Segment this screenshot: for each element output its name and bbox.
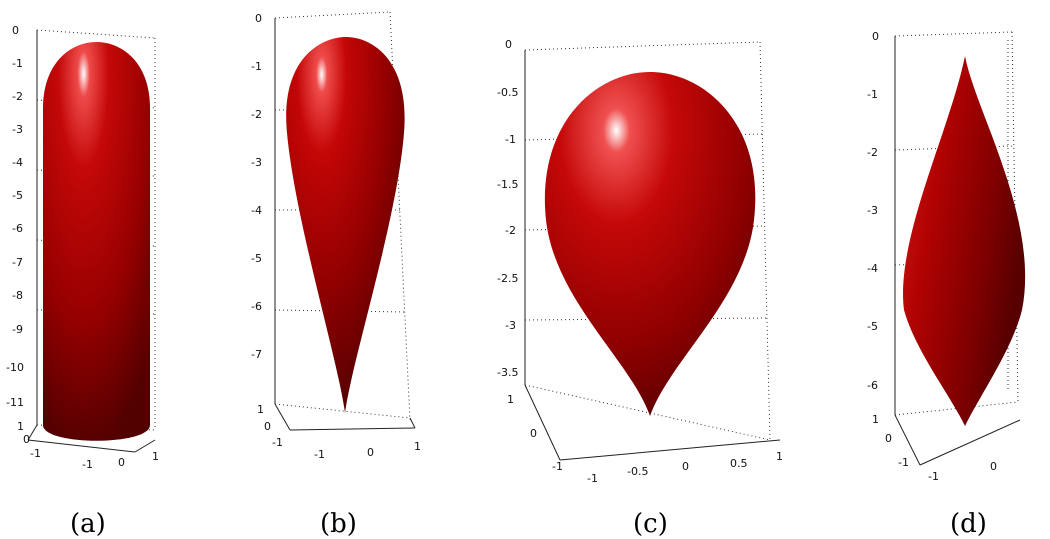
z-tick: -4 xyxy=(251,204,262,217)
y-tick: -1 xyxy=(30,447,41,460)
y-tick: -1 xyxy=(898,456,909,469)
z-tick: -6 xyxy=(867,379,878,392)
x-tick: -1 xyxy=(587,472,598,485)
z-tick: -3 xyxy=(867,204,878,217)
z-tick: -3 xyxy=(12,123,23,136)
x-tick: 1 xyxy=(414,440,421,453)
z-tick: -8 xyxy=(12,289,23,302)
y-tick: 1 xyxy=(507,393,514,406)
panel-b-shape xyxy=(286,37,405,413)
x-tick: -1 xyxy=(314,448,325,461)
y-tick: 0 xyxy=(23,433,30,446)
panel-b-y-ticks: 1 0 -1 xyxy=(257,403,283,449)
teardrop-surface xyxy=(286,37,405,413)
z-tick: -10 xyxy=(6,361,24,374)
x-tick: 0.5 xyxy=(730,457,748,470)
panel-d-z-ticks: 0 -1 -2 -3 -4 -5 -6 xyxy=(867,30,879,392)
panel-a-z-ticks: 0 -1 -2 -3 -4 -5 -6 -7 -8 -9 -10 -11 xyxy=(6,24,24,409)
y-tick: -1 xyxy=(552,460,563,473)
x-tick: 0 xyxy=(367,446,374,459)
panel-a-caption: (a) xyxy=(70,509,106,539)
z-tick: 0 xyxy=(872,30,879,43)
x-tick: -1 xyxy=(82,458,93,471)
x-tick: 0 xyxy=(990,460,997,473)
z-tick: -3 xyxy=(505,319,516,332)
x-tick: 0 xyxy=(682,460,689,473)
panel-b-z-ticks: 0 -1 -2 -3 -4 -5 -6 -7 xyxy=(251,12,262,361)
panel-a-x-ticks: -1 0 1 xyxy=(82,450,159,471)
droplet-surface xyxy=(544,72,756,416)
z-tick: -5 xyxy=(867,320,878,333)
z-tick: -1 xyxy=(867,88,878,101)
y-tick: 1 xyxy=(257,403,264,416)
z-tick: -0.5 xyxy=(497,86,518,99)
panel-c-shape xyxy=(544,72,756,416)
z-tick: -1.5 xyxy=(497,178,518,191)
x-tick: -0.5 xyxy=(627,465,648,478)
panel-d-caption: (d) xyxy=(950,509,987,539)
z-tick: -3 xyxy=(251,156,262,169)
y-tick: -1 xyxy=(272,436,283,449)
y-tick: 0 xyxy=(530,427,537,440)
z-tick: 0 xyxy=(12,24,19,37)
panel-a-shape xyxy=(43,42,150,441)
panel-d-x-ticks: -1 0 xyxy=(928,460,997,483)
x-tick: 1 xyxy=(152,450,159,463)
z-tick: -1 xyxy=(12,57,23,70)
y-tick: 1 xyxy=(17,420,24,433)
capsule-surface xyxy=(43,42,150,441)
panel-c-y-ticks: 1 0 -1 xyxy=(507,393,563,473)
y-tick: 0 xyxy=(264,420,271,433)
z-tick: -2 xyxy=(505,224,516,237)
z-tick: 0 xyxy=(255,12,262,25)
panel-d-shape xyxy=(903,56,1026,426)
z-tick: -4 xyxy=(12,156,23,169)
z-tick: 0 xyxy=(505,38,512,51)
z-tick: -2.5 xyxy=(497,272,518,285)
z-tick: -2 xyxy=(867,146,878,159)
z-tick: -1 xyxy=(251,60,262,73)
x-tick: 0 xyxy=(118,456,125,469)
panel-d: 0 -1 -2 -3 -4 -5 -6 1 0 -1 -1 0 (d) xyxy=(867,30,1026,539)
panel-a-axes-box xyxy=(27,29,156,453)
z-tick: -1 xyxy=(505,133,516,146)
z-tick: -7 xyxy=(12,256,23,269)
panel-b-caption: (b) xyxy=(320,509,357,539)
panel-b: 0 -1 -2 -3 -4 -5 -6 -7 1 0 -1 -1 0 1 (b) xyxy=(251,11,421,539)
panel-c-x-ticks: -1 -0.5 0 0.5 1 xyxy=(587,450,783,485)
panel-d-y-ticks: 1 0 -1 xyxy=(872,413,909,469)
z-tick: -5 xyxy=(251,252,262,265)
z-tick: -5 xyxy=(12,189,23,202)
x-tick: -1 xyxy=(928,470,939,483)
panel-a-y-ticks: 1 0 -1 xyxy=(17,420,41,460)
x-tick: 1 xyxy=(776,450,783,463)
panel-c-z-ticks: 0 -0.5 -1 -1.5 -2 -2.5 -3 -3.5 xyxy=(497,38,518,379)
z-tick: -4 xyxy=(867,262,878,275)
z-tick: -2 xyxy=(12,90,23,103)
panel-b-x-ticks: -1 0 1 xyxy=(314,440,421,461)
y-tick: 0 xyxy=(885,432,892,445)
z-tick: -11 xyxy=(6,396,24,409)
y-tick: 1 xyxy=(872,413,879,426)
panel-a: 0 -1 -2 -3 -4 -5 -6 -7 -8 -9 -10 -11 1 0… xyxy=(6,24,159,539)
panel-c: 0 -0.5 -1 -1.5 -2 -2.5 -3 -3.5 1 0 -1 -1… xyxy=(497,38,783,539)
z-tick: -9 xyxy=(12,323,23,336)
z-tick: -6 xyxy=(12,222,23,235)
spindle-surface xyxy=(903,56,1026,426)
z-tick: -6 xyxy=(251,300,262,313)
z-tick: -2 xyxy=(251,108,262,121)
z-tick: -3.5 xyxy=(497,366,518,379)
panel-c-caption: (c) xyxy=(633,509,668,539)
z-tick: -7 xyxy=(251,348,262,361)
